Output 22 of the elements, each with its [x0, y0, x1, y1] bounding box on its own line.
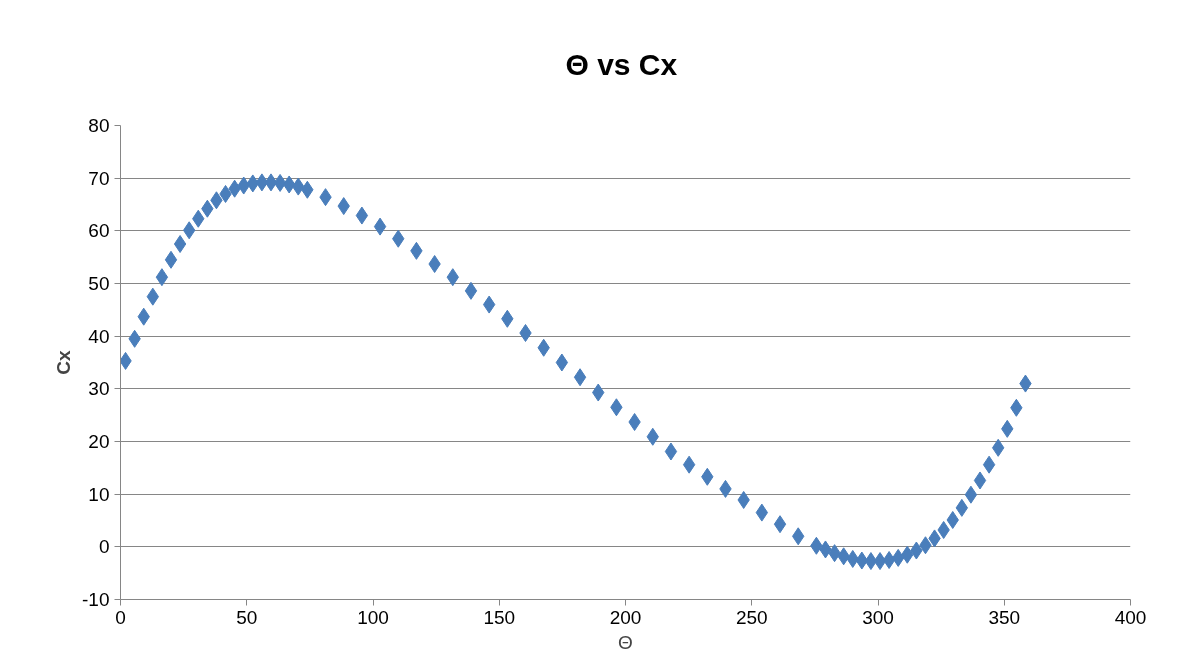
y-tick-label: 0	[98, 536, 110, 558]
x-tick-label: 400	[1114, 606, 1147, 628]
y-tick-label: 20	[88, 431, 110, 452]
y-tick-label: 80	[88, 115, 110, 136]
x-axis-title: Θ	[618, 631, 633, 653]
x-tick-label: 300	[862, 606, 894, 628]
y-tick-label: 30	[88, 378, 110, 400]
x-tick-label: 50	[236, 606, 258, 628]
x-tick-label: 250	[735, 606, 768, 628]
chart-title: Θ vs Cx	[565, 47, 678, 81]
y-axis-title: Cx	[53, 349, 75, 375]
x-tick-label: 0	[115, 606, 126, 628]
y-tick-label: -10	[82, 589, 110, 610]
y-tick-label: 60	[88, 220, 110, 242]
x-tick-label: 100	[357, 606, 389, 628]
y-tick-label: 10	[88, 483, 110, 505]
y-tick-label: 40	[88, 325, 110, 347]
y-tick-label: 70	[88, 167, 110, 189]
x-tick-label: 200	[609, 606, 642, 628]
x-tick-label: 150	[483, 606, 516, 628]
y-tick-label: 50	[88, 273, 110, 294]
x-tick-label: 350	[988, 606, 1021, 628]
